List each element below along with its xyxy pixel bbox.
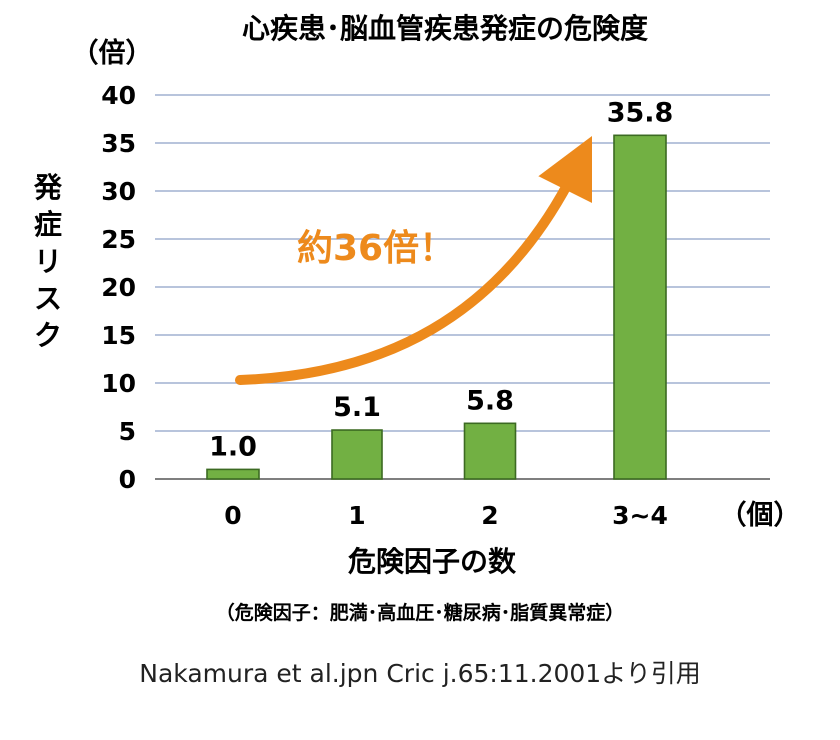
- y-tick-label: 30: [101, 177, 136, 206]
- x-axis-label: 危険因子の数: [348, 545, 517, 578]
- y-tick-label: 15: [101, 321, 136, 350]
- bar-value-label: 35.8: [607, 97, 674, 128]
- x-tick-label: 0: [224, 501, 241, 530]
- x-tick-label: 1: [348, 501, 365, 530]
- bar-value-label: 5.8: [466, 385, 514, 416]
- y-axis-ticks: 0 5 10 15 20 25 30 35 40: [101, 81, 136, 494]
- bar: [463, 422, 517, 480]
- chart-title: 心疾患･脳血管疾患発症の危険度: [242, 12, 648, 45]
- x-tick-label: 3~4: [612, 501, 668, 530]
- y-tick-label: 20: [101, 273, 136, 302]
- data-labels: 1.0 5.1 5.8 35.8: [209, 97, 673, 462]
- y-tick-label: 35: [101, 129, 136, 158]
- y-tick-label: 5: [119, 417, 136, 446]
- trend-arrow: [235, 136, 593, 385]
- bar-value-label: 5.1: [333, 392, 381, 423]
- y-tick-label: 0: [119, 465, 136, 494]
- risk-factor-note: （危険因子：肥満･高血圧･糖尿病･脂質異常症）: [216, 601, 625, 624]
- x-tick-label: 2: [481, 501, 498, 530]
- annotation-36x: 約36倍！: [297, 228, 455, 269]
- y-tick-label: 40: [101, 81, 136, 110]
- y-axis-unit: （倍）: [72, 37, 153, 69]
- bar-value-label: 1.0: [209, 431, 257, 462]
- bar: [331, 429, 383, 480]
- bar: [613, 134, 667, 480]
- y-axis-label: 発症リスク: [33, 171, 63, 352]
- source-citation: Nakamura et al.jpn Cric j.65:11.2001より引用: [139, 659, 700, 688]
- x-axis-unit: （個）: [720, 500, 801, 531]
- bar: [206, 468, 260, 480]
- y-tick-label: 10: [101, 369, 136, 398]
- y-tick-label: 25: [101, 225, 136, 254]
- bar-group: [206, 134, 667, 480]
- x-axis-ticks: 0 1 2 3~4: [224, 501, 668, 530]
